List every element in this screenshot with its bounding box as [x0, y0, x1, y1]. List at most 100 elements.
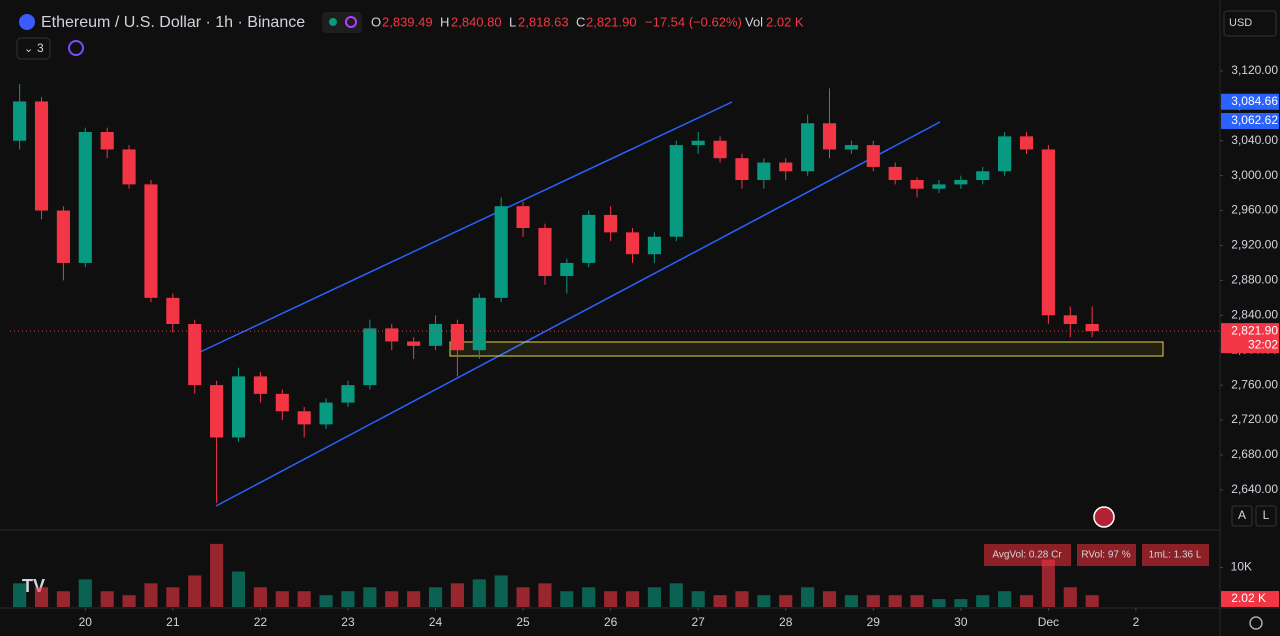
candle-body [363, 328, 377, 386]
candle-body [1019, 136, 1034, 150]
candle-body [275, 393, 289, 412]
symbol-title[interactable]: Ethereum / U.S. Dollar · 1h · Binance [41, 14, 305, 31]
x-tick-label: 29 [867, 615, 881, 629]
candle-body [253, 376, 267, 394]
sync-icon[interactable] [68, 40, 84, 56]
candle-body [166, 297, 180, 325]
volume-bar [954, 599, 968, 607]
volume-bar [757, 595, 771, 607]
volume-bar [976, 595, 990, 607]
volume-bar [735, 591, 749, 607]
ohlc-l: L [509, 14, 516, 29]
volume-bar [910, 595, 924, 607]
candle-body [13, 101, 27, 141]
candle-body [122, 149, 136, 185]
candle-body [910, 180, 924, 189]
candle-body [516, 206, 530, 229]
volume-bar [691, 591, 705, 607]
volume-bar [779, 595, 793, 607]
candle-body [428, 324, 443, 346]
x-tick-label: 26 [604, 615, 618, 629]
y-tick-label: 3,000.00 [1231, 168, 1278, 182]
volume-bar [713, 595, 727, 607]
auto-label[interactable]: A [1238, 508, 1246, 522]
rvol-label: RVol: 97 % [1081, 550, 1130, 561]
x-tick-label: 23 [341, 615, 355, 629]
candle-body [779, 162, 793, 172]
candle-body [604, 214, 618, 233]
volume-bar [341, 591, 355, 607]
candle-body [998, 136, 1012, 172]
x-tick-label: Dec [1038, 615, 1059, 629]
candle-body [560, 262, 574, 277]
volume-bar [428, 587, 443, 607]
volume-bar [560, 591, 574, 607]
candle-body [34, 101, 49, 211]
volume-bar [625, 591, 640, 607]
candle-body [231, 376, 246, 438]
candle-body [932, 184, 946, 189]
share-icon[interactable] [345, 16, 357, 28]
candle-body [538, 228, 552, 277]
candle-body [822, 123, 837, 150]
volume-bar [407, 591, 421, 607]
volume-bar [866, 595, 880, 607]
y-tick-label: 2,960.00 [1231, 203, 1278, 217]
support-zone[interactable] [449, 341, 1164, 357]
volume-bar [1063, 587, 1077, 607]
x-tick-label: 28 [779, 615, 793, 629]
volume-bar [822, 591, 837, 607]
y-tick-label: 2,680.00 [1231, 447, 1278, 461]
countdown: 32:02 [1248, 337, 1278, 351]
channel-upper[interactable] [197, 101, 733, 354]
volume-tick-label: 10K [1231, 560, 1252, 574]
volume-bar [801, 587, 815, 607]
volume-bar [647, 587, 661, 607]
channel-lower[interactable] [215, 121, 941, 507]
candle-body [1041, 149, 1055, 316]
candle-body [1085, 324, 1099, 332]
ohlc-open: 2,839.49 [382, 14, 433, 29]
volume-tag [1221, 591, 1279, 608]
price-tag-label: 3,062.62 [1231, 113, 1278, 127]
candle-body [319, 402, 333, 425]
candle-body [801, 123, 815, 172]
volume-bar [319, 595, 333, 607]
currency-button[interactable] [1223, 10, 1277, 37]
candle-body [954, 180, 968, 185]
indicator-count[interactable]: 3 [37, 41, 44, 55]
vol-label: Vol [745, 14, 763, 29]
volume-bar [297, 591, 311, 607]
price-tag [1221, 93, 1279, 110]
candle-body [341, 385, 355, 403]
volume-bar [144, 583, 158, 607]
volume-bar [888, 595, 902, 607]
ohlc-c: C [576, 14, 585, 29]
indicators-toggle[interactable] [16, 37, 51, 60]
currency-label[interactable]: USD [1229, 17, 1252, 29]
volume-tag-label: 2.02 K [1231, 591, 1266, 605]
candle-body [976, 171, 990, 181]
ohlc-change: −17.54 (−0.62%) [645, 14, 742, 29]
candle-body [647, 236, 661, 255]
volume-bar [932, 599, 946, 607]
volume-bar [494, 575, 508, 607]
event-flag[interactable] [1093, 506, 1115, 528]
auto-button[interactable] [1231, 505, 1253, 527]
candle-body [844, 145, 858, 150]
candle-body [713, 140, 727, 159]
volume-bar [998, 591, 1012, 607]
y-tick-label: 3,120.00 [1231, 63, 1278, 77]
avgvol-label: AvgVol: 0.28 Cr [992, 550, 1062, 561]
volume-bar [13, 583, 27, 607]
settings-icon[interactable] [1249, 616, 1263, 630]
volume-bar [472, 579, 486, 607]
x-tick-label: 22 [254, 615, 268, 629]
log-label[interactable]: L [1263, 508, 1270, 522]
log-button[interactable] [1255, 505, 1277, 527]
volume-bar [604, 591, 618, 607]
symbol-icon[interactable] [19, 14, 35, 30]
